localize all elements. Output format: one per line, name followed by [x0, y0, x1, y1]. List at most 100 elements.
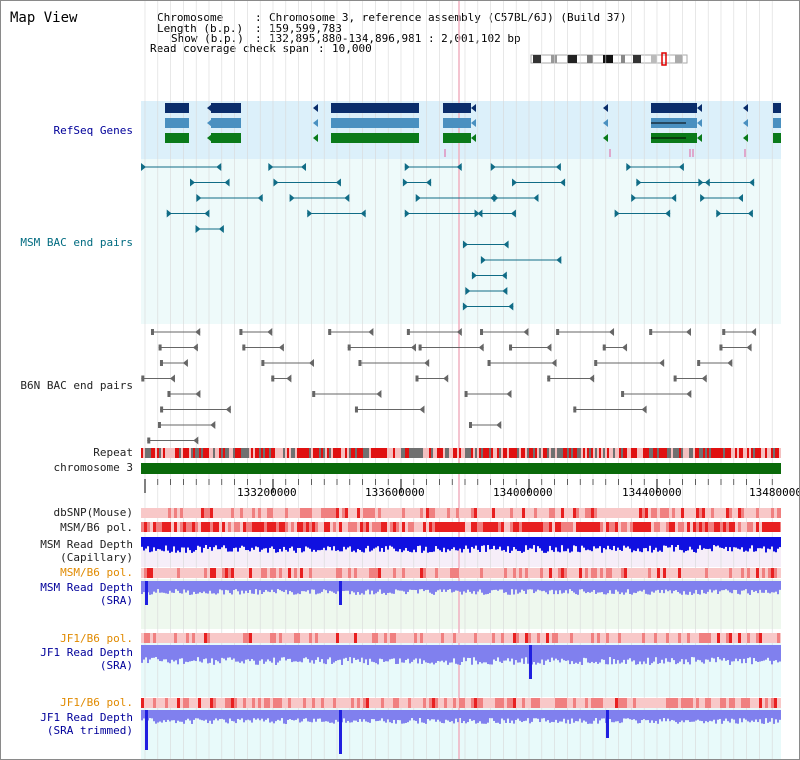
- repeat-segment: [615, 448, 617, 458]
- b6n-bac-end-marker: [410, 343, 416, 352]
- jf1-depth-sra-bar: [273, 645, 275, 658]
- jf1-depth-trim-bar: [543, 710, 545, 719]
- msm-depth-cap-bar: [707, 537, 709, 550]
- msm-depth-sra-bar: [351, 581, 353, 592]
- jf1-b6-pol-heat-cell: [681, 633, 684, 643]
- msm-b6-pol-heat-cell: [576, 568, 579, 578]
- msm-b6-pol-heat-cell: [351, 522, 354, 532]
- repeat-segment: [737, 448, 739, 458]
- msm-b6-pol-heat-cell: [435, 568, 438, 578]
- repeat-segment: [241, 448, 243, 458]
- repeat-segment: [435, 448, 437, 458]
- msm-depth-cap-bar: [387, 537, 389, 550]
- msm-b6-pol-heat-cell: [522, 568, 525, 578]
- msm-b6-pol-heat-cell: [348, 568, 351, 578]
- msm-depth-cap-bar: [363, 537, 365, 553]
- msm-depth-cap-bar: [659, 537, 661, 551]
- msm-depth-sra-bar: [335, 581, 337, 594]
- msm-b6-pol-heat-cell: [174, 522, 177, 532]
- msm-depth-sra-bar: [483, 581, 485, 595]
- jf1-depth-sra-bar: [711, 645, 713, 658]
- jf1-depth-trim-bar: [753, 710, 755, 722]
- msm-depth-cap-bar: [417, 537, 419, 547]
- msm-b6-pol-heat-cell: [156, 568, 159, 578]
- jf1-depth-trim-bar: [759, 710, 761, 720]
- repeat-segment: [251, 448, 253, 458]
- jf1-depth-sra-bar: [265, 645, 267, 662]
- msm-depth-sra-bar: [421, 581, 423, 590]
- msm-b6-pol-heat-cell: [720, 568, 723, 578]
- msm-b6-pol-heat-cell: [549, 522, 552, 532]
- msm-depth-cap-bar: [535, 537, 537, 553]
- jf1-depth-trim-bar: [165, 710, 167, 722]
- msm-b6-pol-heat-cell: [609, 568, 612, 578]
- jf1-b6-pol-heat-cell: [243, 633, 246, 643]
- repeat-segment: [383, 448, 385, 458]
- jf1-depth-sra-bar: [311, 645, 313, 661]
- msm-depth-sra-bar: [587, 581, 589, 593]
- msm-depth-sra-bar: [521, 581, 523, 590]
- msm-b6-pol-heat-cell: [207, 568, 210, 578]
- jf1-depth-trim-bar: [675, 710, 677, 723]
- dbsnp-heat-cell: [738, 508, 741, 518]
- jf1-depth-sra-bar: [375, 645, 377, 664]
- msm-b6-pol-heat-cell: [591, 568, 594, 578]
- dbsnp-heat-cell: [615, 508, 618, 518]
- jf1-b6-pol-heat-cell: [210, 633, 213, 643]
- dbsnp-heat-cell: [651, 508, 654, 518]
- jf1-b6-pol-heat-cell: [534, 698, 537, 708]
- jf1-depth-sra-bar: [591, 645, 593, 662]
- msm-depth-sra-bar: [595, 581, 597, 594]
- msm-b6-pol-heat-cell: [618, 568, 621, 578]
- jf1-depth-trim-bar: [353, 710, 355, 721]
- jf1-depth-trim-bar: [309, 710, 311, 722]
- dbsnp-heat-cell: [315, 508, 318, 518]
- ideogram-band: [633, 55, 641, 63]
- info-colon-2: :: [255, 22, 262, 35]
- jf1-b6-pol-heat-cell: [387, 633, 390, 643]
- track-label-msm-depth-sra: MSM Read Depth: [40, 581, 133, 594]
- msm-depth-sra-bar: [631, 581, 633, 595]
- jf1-b6-pol-heat-cell: [354, 698, 357, 708]
- msm-depth-sra-bar: [511, 581, 513, 590]
- msm-b6-pol-heat-cell: [474, 568, 477, 578]
- jf1-depth-sra-bar: [385, 645, 387, 662]
- msm-b6-pol-heat-cell: [633, 522, 636, 532]
- repeat-segment: [617, 448, 619, 458]
- jf1-depth-sra-bar: [341, 645, 343, 665]
- msm-b6-pol-heat-cell: [597, 522, 600, 532]
- dbsnp-heat-cell: [723, 508, 726, 518]
- msm-bac-end-marker: [698, 178, 704, 187]
- jf1-b6-pol-heat-cell: [399, 698, 402, 708]
- b6n-bac-end-marker: [158, 344, 162, 351]
- msm-depth-cap-bar: [735, 537, 737, 548]
- msm-depth-cap-bar: [389, 537, 391, 546]
- msm-b6-pol-heat-cell: [627, 568, 630, 578]
- msm-depth-cap-bar: [591, 537, 593, 552]
- jf1-b6-pol-heat-cell: [282, 698, 285, 708]
- jf1-depth-sra-bar: [425, 645, 427, 663]
- jf1-depth-trim-bar-spike: [606, 710, 609, 738]
- jf1-b6-pol-heat-cell: [237, 633, 240, 643]
- track-label-jf1-pol-1: JF1/B6 pol.: [60, 632, 133, 645]
- jf1-depth-trim-bar: [271, 710, 273, 722]
- msm-b6-pol-heat-cell: [219, 522, 222, 532]
- genome-track-canvas[interactable]: [141, 1, 781, 760]
- jf1-depth-trim-bar: [625, 710, 627, 719]
- jf1-depth-sra-bar: [577, 645, 579, 664]
- jf1-b6-pol-heat-cell: [651, 633, 654, 643]
- msm-b6-pol-heat-cell: [183, 568, 186, 578]
- dbsnp-heat-cell: [684, 508, 687, 518]
- jf1-depth-trim-bar: [475, 710, 477, 724]
- msm-b6-pol-heat-cell: [354, 568, 357, 578]
- jf1-depth-trim-bar: [697, 710, 699, 720]
- chromosome-ideogram[interactable]: [529, 52, 691, 66]
- dbsnp-heat-cell: [219, 508, 222, 518]
- msm-depth-sra-bar: [743, 581, 745, 591]
- b6n-bac-end-marker: [727, 359, 733, 367]
- jf1-b6-pol-heat-cell: [288, 633, 291, 643]
- jf1-depth-trim-bar: [257, 710, 259, 719]
- msm-depth-cap-bar: [181, 537, 183, 548]
- jf1-depth-trim-bar: [335, 710, 337, 720]
- jf1-depth-trim-bar: [291, 710, 293, 720]
